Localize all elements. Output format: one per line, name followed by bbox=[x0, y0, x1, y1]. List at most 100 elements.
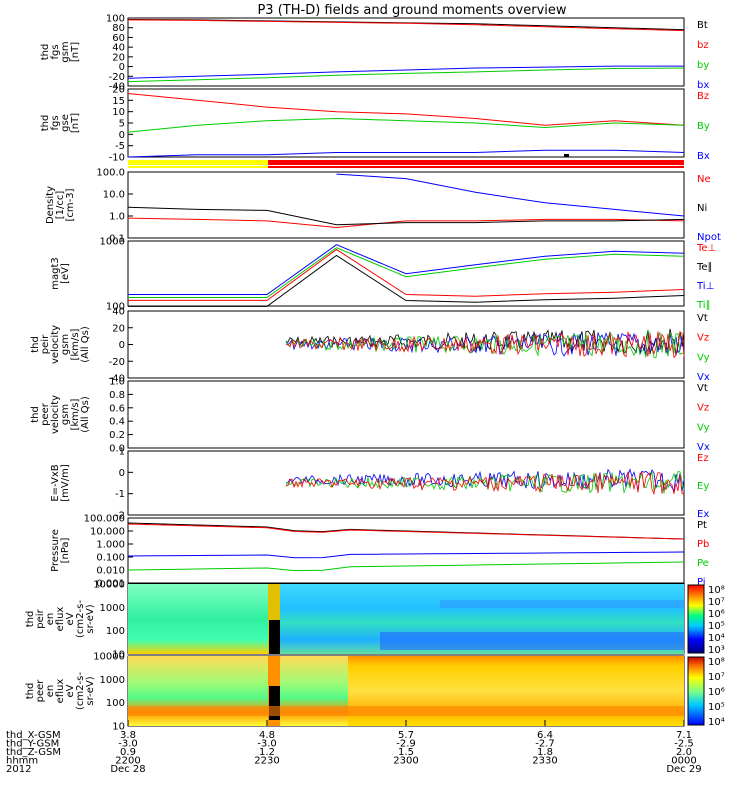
y-tick-efield: -1 bbox=[115, 489, 125, 500]
legend-bz: bz bbox=[697, 40, 709, 51]
y-tick-peer_vel: 0.0 bbox=[109, 444, 125, 455]
peir-spec-band bbox=[440, 600, 684, 608]
y-tick-peer_spec: 10000 bbox=[93, 652, 125, 663]
ylabel-line: gsm bbox=[60, 404, 71, 425]
series-temp-Te⊥ bbox=[128, 248, 685, 301]
y-tick-fgs_gsm: -40 bbox=[109, 82, 125, 93]
ylabel-density: Density [1/cc] [cm-3] bbox=[45, 186, 76, 224]
ylabel-line: eV bbox=[65, 684, 76, 697]
panel-frames bbox=[127, 17, 685, 727]
ylabel-line: sr-eV) bbox=[85, 676, 96, 705]
y-tick-pressure: 0.001 bbox=[96, 579, 125, 590]
ylabel-line: (All Qs) bbox=[80, 326, 91, 363]
ephem-value: -2.9 bbox=[396, 739, 416, 750]
y-tick-fgs_gsm: 0 bbox=[119, 62, 125, 73]
ylabel-line: (cm2-s- bbox=[75, 600, 86, 638]
y-tick-fgs_gse: -10 bbox=[109, 153, 125, 164]
ylabel-line: [cm-3] bbox=[65, 188, 76, 221]
peir-spec-black bbox=[269, 620, 280, 654]
ephem-label: 2012 bbox=[6, 764, 31, 775]
series-density-Ne bbox=[127, 217, 685, 229]
ylabel-fgs_gsm: thd fgs gsm [nT] bbox=[40, 41, 81, 62]
ylabel-line: [nPa] bbox=[60, 537, 71, 563]
mode-bar-fast bbox=[268, 160, 684, 165]
ylabel-line: (cm2-s- bbox=[75, 672, 86, 710]
legend-Vy: Vy bbox=[697, 352, 710, 363]
ephem-value: -3.0 bbox=[257, 739, 277, 750]
noise-trace-4-3 bbox=[285, 331, 685, 359]
ylabel-line: en bbox=[45, 613, 56, 626]
colorbar-tick: 10⁶ bbox=[708, 687, 725, 698]
ephem-value: -3.0 bbox=[118, 739, 138, 750]
legend-Ni: Ni bbox=[697, 203, 707, 214]
mode-bar bbox=[128, 154, 684, 168]
peir-spec-lowband bbox=[380, 632, 684, 650]
ephem-value: -2.7 bbox=[535, 739, 555, 750]
y-tick-peir_vel: 20 bbox=[112, 323, 125, 334]
ylabel-fgs_gse: thd fgs gse [nT] bbox=[40, 113, 81, 133]
series-fgs_gse-Bx bbox=[127, 149, 685, 158]
y-tick-fgs_gsm: 40 bbox=[112, 43, 125, 54]
colorbar-tick: 10⁸ bbox=[708, 657, 725, 668]
peir-spectrogram bbox=[128, 584, 684, 654]
y-tick-fgs_gsm: 20 bbox=[112, 52, 125, 63]
ephem-value: 1.5 bbox=[398, 747, 414, 758]
peir-colorbar bbox=[687, 584, 705, 654]
y-tick-peir_vel: -20 bbox=[109, 357, 125, 368]
legend-Vz: Vz bbox=[697, 333, 709, 344]
ylabel-peer_spec: thd peer en eflux eV (cm2-s-sr-eV) bbox=[25, 672, 96, 710]
ylabel-line: [km/s] bbox=[70, 398, 81, 430]
y-tick-fgs_gsm: 80 bbox=[112, 23, 125, 34]
y-tick-fgs_gse: 15 bbox=[112, 96, 125, 107]
ephem-value: 2.0 bbox=[676, 747, 692, 758]
plot-title: P3 (TH-D) fields and ground moments over… bbox=[257, 3, 566, 18]
y-tick-peer_vel: 0.4 bbox=[109, 417, 125, 428]
ylabel-peir_vel: thd peir velocity gsm [km/s] (All Qs) bbox=[30, 325, 91, 364]
y-tick-peir_spec: 10 bbox=[112, 650, 125, 661]
colorbar-tick: 10⁵ bbox=[708, 702, 725, 713]
ephem-value: 2300 bbox=[393, 756, 418, 767]
ylabel-temp: magt3 [eV] bbox=[50, 257, 71, 290]
colorbar-tick: 10⁵ bbox=[708, 621, 725, 632]
y-axis-labels: thd fgs gsm [nT]thd fgs gse [nT]Density [1/cc][… bbox=[25, 41, 96, 710]
legend-Te⊥: Te⊥ bbox=[696, 243, 716, 254]
y-tick-fgs_gse: 10 bbox=[112, 107, 125, 118]
y-tick-peer_vel: 0.2 bbox=[109, 430, 125, 441]
ylabel-line: thd bbox=[30, 336, 41, 353]
colorbar-tick: 10⁴ bbox=[708, 717, 725, 728]
ylabel-line: gsm bbox=[60, 334, 71, 355]
ylabel-line: Density bbox=[45, 186, 56, 224]
ephem-value: 3.8 bbox=[120, 730, 136, 741]
ylabel-line: thd bbox=[40, 115, 51, 132]
noise-traces bbox=[285, 328, 685, 496]
ylabel-line: [nT] bbox=[70, 42, 81, 62]
series-temp-Ti⊥ bbox=[128, 244, 685, 295]
y-tick-pressure: 0.100 bbox=[96, 553, 125, 564]
legend-Vt: Vt bbox=[697, 313, 708, 324]
mode-bar-slow bbox=[128, 160, 268, 165]
y-tick-density: 10.0 bbox=[103, 190, 125, 201]
ylabel-line: E=-VxB bbox=[50, 464, 61, 501]
ylabel-line: [km/s] bbox=[70, 328, 81, 360]
y-tick-fgs_gse: 0 bbox=[119, 130, 125, 141]
series-pressure-Pi bbox=[127, 551, 685, 559]
ylabel-line: [1/cc] bbox=[55, 191, 66, 220]
mode-bar-fast-2 bbox=[268, 166, 684, 168]
legend-Vx: Vx bbox=[697, 372, 710, 383]
y-tick-fgs_gse: 5 bbox=[119, 119, 125, 130]
legend-Vx: Vx bbox=[697, 442, 710, 453]
peer-spectrogram bbox=[128, 656, 684, 726]
ephem-value: Dec 28 bbox=[110, 764, 145, 775]
y-tick-fgs_gsm: 60 bbox=[112, 33, 125, 44]
legend-bx: bx bbox=[697, 80, 709, 91]
peer-spec-black bbox=[269, 686, 280, 720]
ephem-value: 2230 bbox=[254, 756, 279, 767]
y-tick-temp: 100 bbox=[106, 302, 125, 313]
legend-Ne: Ne bbox=[697, 174, 711, 185]
ephem-label: thd_X-GSM bbox=[6, 730, 61, 741]
legend-Pe: Pe bbox=[697, 558, 709, 569]
series-temp-Ti-par bbox=[128, 247, 685, 298]
